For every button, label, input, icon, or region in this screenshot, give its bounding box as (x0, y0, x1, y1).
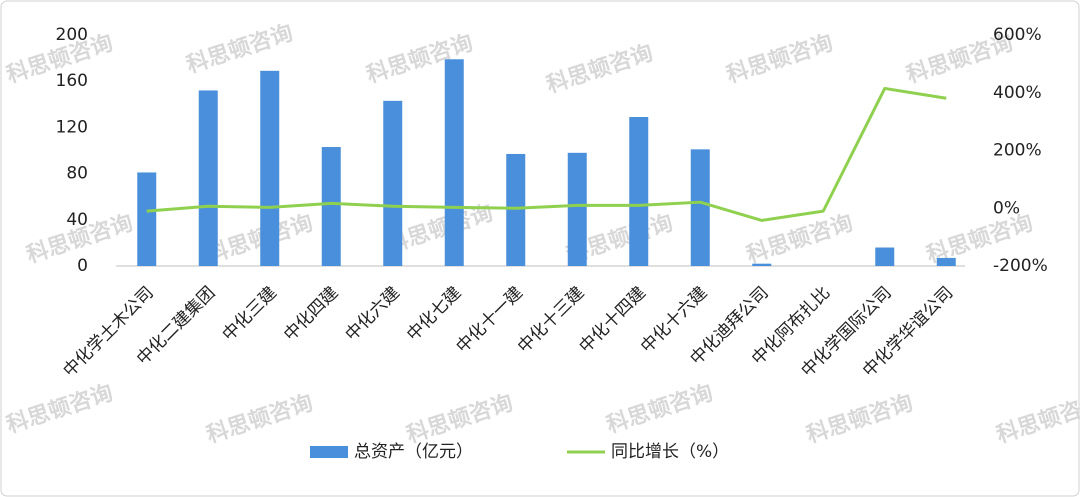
bar (137, 172, 157, 266)
y2-tick-label: 400% (993, 83, 1042, 103)
legend-swatch (310, 446, 348, 458)
legend-label: 总资产（亿元） (354, 442, 473, 462)
bar (752, 263, 772, 266)
y-tick-label: 200 (56, 25, 88, 45)
bar (444, 59, 464, 266)
y2-tick-label: -200% (993, 256, 1048, 276)
bar (321, 147, 341, 266)
bar (875, 247, 895, 266)
bar (383, 100, 403, 267)
bar (506, 153, 526, 266)
y-tick-label: 160 (56, 71, 88, 91)
bar (936, 257, 956, 266)
y-tick-label: 80 (66, 164, 88, 184)
y-tick-label: 0 (77, 256, 88, 276)
legend-label: 同比增长（%） (611, 442, 729, 462)
bar (260, 70, 280, 267)
y-tick-label: 40 (66, 210, 88, 230)
bar (629, 117, 649, 266)
bar (567, 152, 587, 266)
line (146, 86, 947, 222)
y2-tick-label: 600% (993, 25, 1042, 45)
y2-tick-label: 0% (993, 198, 1020, 218)
bar (690, 149, 710, 266)
y2-tick-label: 200% (993, 141, 1042, 161)
y-tick-label: 120 (56, 117, 88, 137)
bar (198, 90, 218, 266)
